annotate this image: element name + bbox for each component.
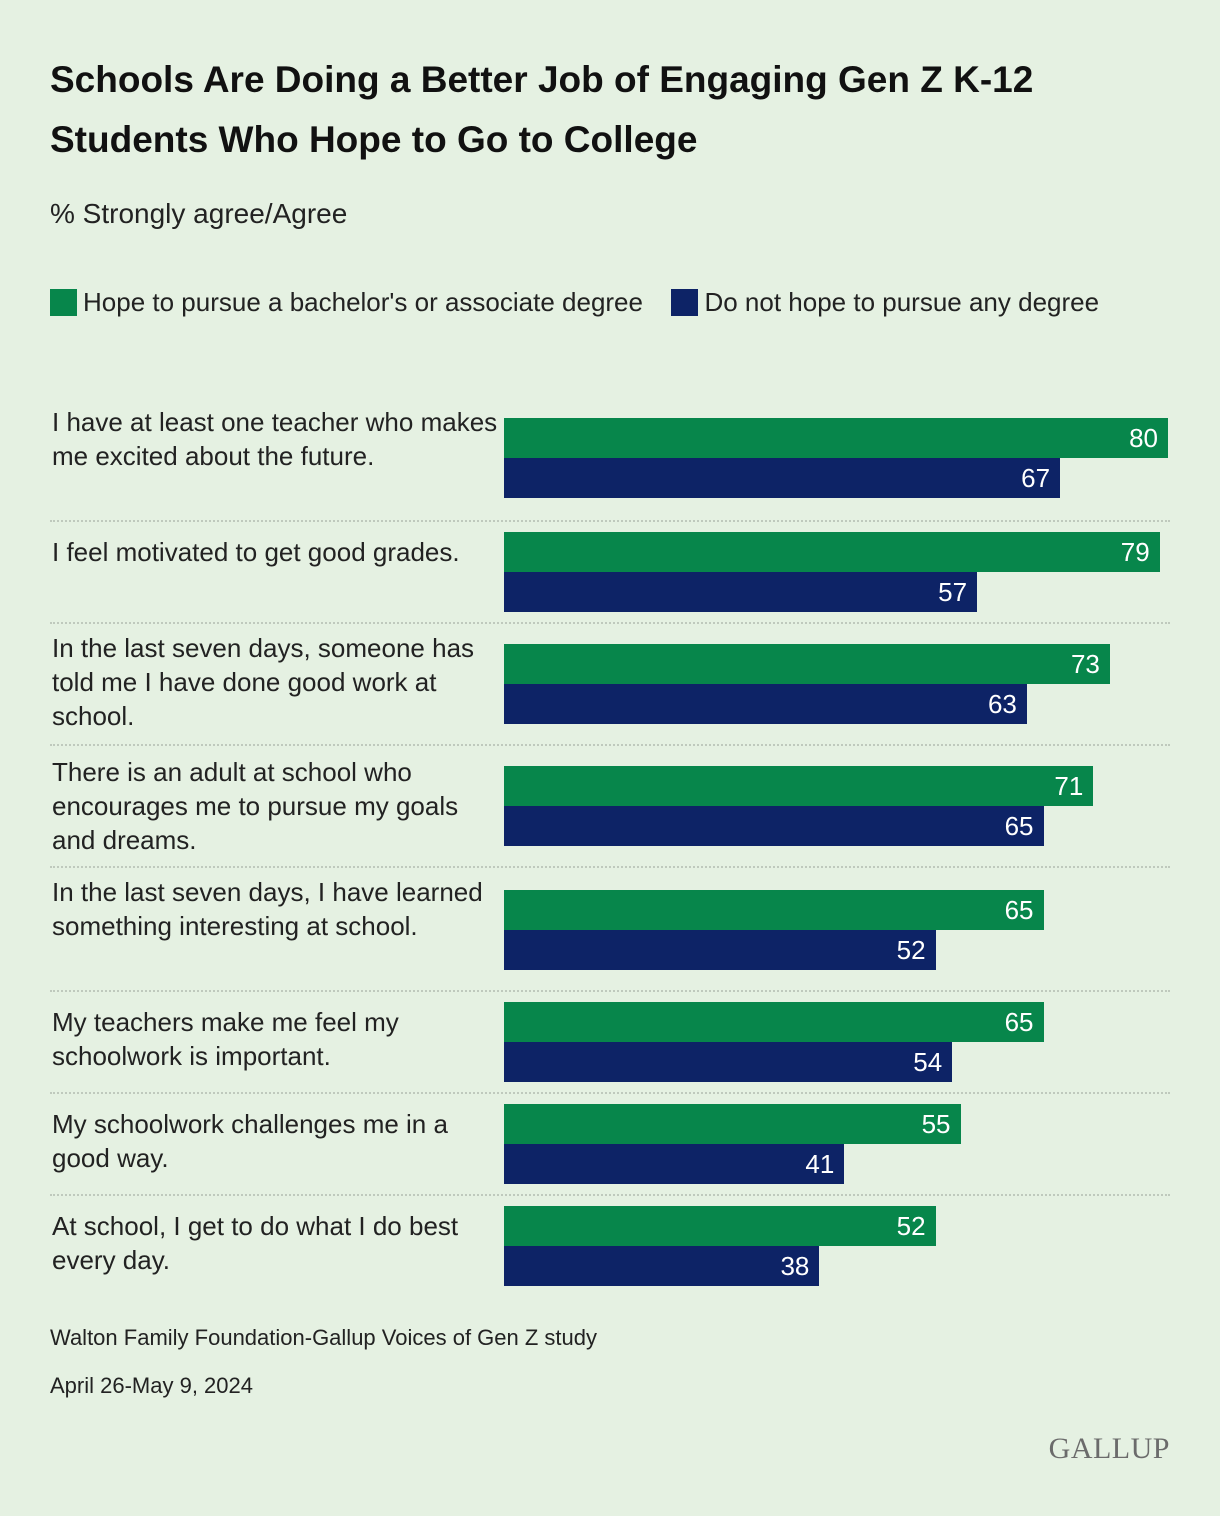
gallup-logo: GALLUP: [1048, 1432, 1170, 1465]
bar-value-label: 79: [1120, 537, 1150, 567]
bar-value-label: 65: [1004, 1007, 1034, 1037]
category-label: My teachers make me feel my schoolwork i…: [52, 1007, 399, 1071]
bar-no-degree: [504, 806, 1044, 846]
bar-value-label: 41: [805, 1149, 835, 1179]
bar-value-label: 63: [987, 689, 1017, 719]
bar-degree: [504, 418, 1168, 458]
row-separator: [50, 744, 1170, 746]
bar-no-degree: [504, 572, 978, 612]
source-text: Walton Family Foundation-Gallup Voices o…: [50, 1325, 597, 1350]
category-label: I have at least one teacher who makes me…: [52, 407, 498, 471]
bar-degree: [504, 890, 1044, 930]
bar-no-degree: [504, 458, 1061, 498]
bar-no-degree: [504, 1246, 820, 1286]
category-label: I feel motivated to get good grades.: [52, 537, 460, 567]
category-label: In the last seven days, someone has told…: [52, 633, 475, 731]
bar-value-label: 54: [913, 1047, 943, 1077]
legend-swatch-green: [50, 289, 77, 316]
bar-value-label: 52: [896, 1211, 926, 1241]
bar-value-label: 38: [780, 1251, 810, 1281]
category-label: My schoolwork challenges me in a good wa…: [52, 1109, 448, 1173]
category-label: In the last seven days, I have learned s…: [52, 877, 483, 941]
bar-value-label: 80: [1129, 423, 1158, 453]
legend-label-no-degree: Do not hope to pursue any degree: [704, 287, 1100, 317]
source-date: April 26-May 9, 2024: [50, 1373, 253, 1398]
row-separator: [50, 520, 1170, 522]
row-separator: [50, 1194, 1170, 1196]
bar-value-label: 71: [1054, 771, 1084, 801]
bar-value-label: 52: [896, 935, 926, 965]
bar-degree: [504, 644, 1110, 684]
category-label: There is an adult at school who encourag…: [52, 757, 459, 855]
legend-item-degree: Hope to pursue a bachelor's or associate…: [50, 287, 650, 317]
bar-degree: [504, 766, 1094, 806]
category-label: At school, I get to do what I do best ev…: [52, 1211, 459, 1275]
row-separator: [50, 866, 1170, 868]
row-separator: [50, 1092, 1170, 1094]
legend-label-degree: Hope to pursue a bachelor's or associate…: [83, 287, 643, 317]
row-separator: [50, 990, 1170, 992]
bar-degree: [504, 1002, 1044, 1042]
bar-degree: [504, 1104, 961, 1144]
bar-value-label: 65: [1004, 895, 1034, 925]
legend: Hope to pursue a bachelor's or associate…: [50, 282, 1140, 322]
bar-no-degree: [504, 1144, 845, 1184]
chart-title: Schools Are Doing a Better Job of Engagi…: [50, 59, 1034, 160]
bar-value-label: 65: [1004, 811, 1034, 841]
legend-swatch-navy: [671, 289, 699, 316]
bar-degree: [504, 1206, 936, 1246]
bar-no-degree: [504, 684, 1027, 724]
row-separator: [50, 622, 1170, 624]
bar-value-label: 67: [1021, 463, 1051, 493]
bar-value-label: 57: [938, 577, 968, 607]
bar-no-degree: [504, 930, 936, 970]
bar-value-label: 55: [921, 1109, 951, 1139]
bar-no-degree: [504, 1042, 953, 1082]
bar-degree: [504, 532, 1160, 572]
chart-subtitle: % Strongly agree/Agree: [50, 198, 348, 229]
bar-value-label: 73: [1070, 649, 1100, 679]
